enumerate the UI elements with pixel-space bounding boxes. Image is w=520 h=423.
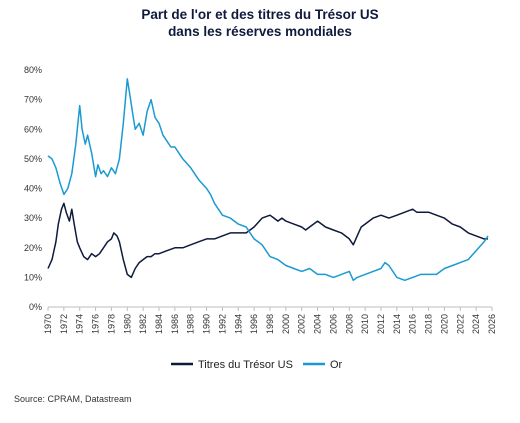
y-tick-label: 70% — [24, 95, 42, 105]
x-tick-label: 2006 — [328, 314, 338, 334]
x-tick-label: 1980 — [122, 314, 132, 334]
x-tick-label: 2014 — [392, 314, 402, 334]
legend-label-gold: Or — [330, 359, 343, 371]
x-tick-label: 1988 — [186, 314, 196, 334]
series-line-treasuries — [47, 202, 488, 279]
y-tick-label: 20% — [24, 243, 42, 253]
x-tick-label: 1974 — [75, 314, 85, 334]
x-tick-label: 1990 — [202, 314, 212, 334]
y-tick-label: 30% — [24, 213, 42, 223]
x-tick-label: 2020 — [439, 314, 449, 334]
y-tick-label: 10% — [24, 272, 42, 282]
y-axis: 0% 10% 20% 30% 40% 50% 60% 70% 80% — [24, 65, 42, 312]
x-tick-label: 2000 — [281, 314, 291, 334]
x-tick-label: 2018 — [424, 314, 434, 334]
x-tick-label: 1972 — [59, 314, 69, 334]
y-tick-label: 40% — [24, 184, 42, 194]
x-tick-label: 2010 — [360, 314, 370, 334]
x-tick-label: 1998 — [265, 314, 275, 334]
y-tick-label: 50% — [24, 154, 42, 164]
legend: Titres du Trésor US Or — [171, 359, 343, 371]
x-tick-label: 2022 — [455, 314, 465, 334]
chart-title: Part de l'or et des titres du Trésor US … — [0, 6, 520, 40]
legend-label-treasuries: Titres du Trésor US — [198, 359, 293, 371]
x-tick-label: 2004 — [313, 314, 323, 334]
x-tick-label: 2026 — [487, 314, 497, 334]
x-tick-label: 2008 — [344, 314, 354, 334]
x-axis: 1970 1972 1974 1976 1978 1980 1982 1984 1986 1988… — [43, 306, 497, 334]
y-tick-label: 80% — [24, 65, 42, 75]
y-tick-label: 0% — [29, 302, 42, 312]
x-tick-label: 2016 — [408, 314, 418, 334]
x-tick-label: 1992 — [217, 314, 227, 334]
x-tick-label: 1996 — [249, 314, 259, 334]
x-tick-label: 1984 — [154, 314, 164, 334]
x-tick-label: 1978 — [106, 314, 116, 334]
x-tick-label: 1994 — [233, 314, 243, 334]
x-tick-label: 1982 — [138, 314, 148, 334]
x-tick-label: 2012 — [376, 314, 386, 334]
x-tick-label: 1986 — [170, 314, 180, 334]
x-tick-label: 2024 — [471, 314, 481, 334]
series-line-gold — [47, 78, 489, 282]
chart-title-line-2: dans les réserves mondiales — [168, 24, 352, 39]
source-note: Source: CPRAM, Datastream — [14, 394, 132, 404]
x-tick-label: 1970 — [43, 314, 53, 334]
x-tick-label: 2002 — [297, 314, 307, 334]
x-tick-label: 1976 — [91, 314, 101, 334]
line-chart: 0%10%20%30%40%50%60%70%80% 1970 1972 1974 1… — [24, 65, 497, 371]
series-layer — [47, 78, 489, 282]
y-tick-label: 60% — [24, 124, 42, 134]
chart-title-line-1: Part de l'or et des titres du Trésor US — [141, 7, 379, 22]
